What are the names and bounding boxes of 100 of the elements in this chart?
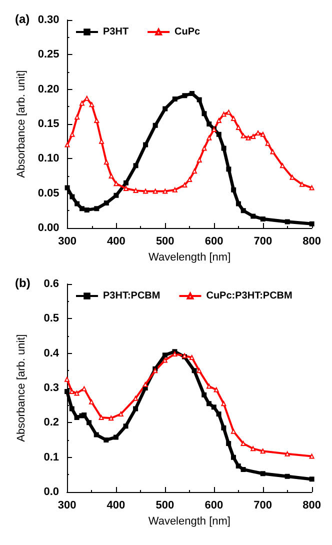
point: [88, 399, 94, 404]
point: [70, 132, 75, 137]
legend-label: P3HT:PCBM: [103, 290, 160, 302]
point: [230, 454, 236, 460]
point: [162, 188, 168, 194]
y-tick-label: 0.10: [38, 152, 60, 165]
x-tick-label: 500: [156, 500, 174, 512]
point: [250, 446, 256, 452]
point: [284, 474, 290, 479]
point: [190, 90, 195, 96]
x-tick-label: 800: [302, 500, 322, 512]
point: [133, 396, 138, 401]
legend-label: CuPc:P3HT:PCBM: [206, 290, 292, 302]
point: [86, 420, 92, 426]
point: [196, 97, 202, 102]
point: [143, 188, 148, 194]
point: [64, 388, 70, 394]
point: [250, 214, 256, 219]
point: [202, 392, 207, 398]
x-tick-label: 800: [302, 236, 322, 248]
point: [231, 187, 236, 192]
x-tick-label: 700: [254, 500, 272, 512]
x-tick-label: 400: [106, 500, 126, 512]
point: [236, 201, 241, 206]
point: [226, 110, 232, 115]
y-axis-title: Absorbance [arb. unit]: [16, 70, 28, 178]
point: [162, 352, 168, 358]
point: [230, 428, 236, 434]
point: [260, 471, 266, 476]
point: [192, 368, 197, 374]
point: [123, 180, 128, 186]
point: [284, 451, 290, 456]
y-tick-label: 0.20: [38, 83, 60, 96]
point: [309, 454, 314, 459]
point: [108, 416, 114, 421]
y-tick-label: 0.6: [44, 278, 59, 290]
point: [79, 206, 84, 212]
point: [221, 401, 226, 406]
point: [231, 116, 236, 121]
point: [104, 160, 109, 165]
point: [64, 185, 70, 190]
x-axis-title: Wavelength [nm]: [148, 252, 231, 264]
point: [69, 388, 74, 394]
point: [70, 194, 75, 200]
point: [240, 440, 246, 446]
y-tick-label: 0.2: [44, 416, 59, 429]
point: [202, 111, 207, 116]
point: [79, 100, 84, 106]
point: [69, 406, 74, 412]
y-tick-label: 0.4: [44, 347, 60, 360]
point: [206, 135, 212, 140]
point: [226, 166, 232, 172]
point: [123, 424, 128, 429]
point: [113, 434, 118, 440]
point: [206, 384, 212, 389]
point: [94, 206, 100, 212]
point: [284, 219, 290, 224]
point: [300, 182, 305, 187]
point: [265, 140, 270, 146]
y-tick-label: 0.5: [44, 312, 59, 325]
point: [236, 124, 241, 130]
y-tick-label: 0.00: [38, 222, 60, 234]
x-tick-label: 400: [107, 236, 126, 248]
point: [187, 176, 192, 182]
point: [98, 414, 104, 420]
point: [260, 216, 266, 222]
point: [123, 186, 128, 191]
point: [240, 133, 246, 138]
point: [216, 412, 222, 416]
point: [192, 168, 197, 174]
x-tick-label: 500: [156, 236, 174, 248]
x-axis-title: Wavelength [nm]: [148, 516, 230, 528]
point: [104, 200, 109, 206]
point: [84, 207, 90, 212]
point: [206, 401, 212, 406]
point: [74, 390, 80, 396]
point: [99, 138, 104, 144]
y-tick-label: 0.0: [44, 486, 59, 498]
point: [309, 476, 314, 482]
point: [114, 181, 119, 186]
point: [240, 466, 246, 472]
point: [221, 112, 226, 117]
point: [94, 432, 99, 438]
y-tick-label: 0.05: [38, 187, 60, 200]
point: [290, 174, 295, 180]
point: [236, 464, 241, 468]
y-tick-label: 0.1: [44, 451, 59, 464]
legend-label: CuPc: [174, 26, 201, 38]
point: [250, 134, 256, 139]
point: [196, 368, 202, 374]
point: [226, 440, 232, 446]
point: [280, 163, 285, 168]
point: [114, 192, 119, 198]
point: [260, 132, 266, 137]
point: [189, 354, 194, 360]
chart-title: (b): [15, 276, 30, 290]
point: [82, 386, 87, 392]
y-tick-label: 0.15: [38, 118, 60, 130]
point: [211, 404, 216, 410]
point: [206, 122, 212, 126]
